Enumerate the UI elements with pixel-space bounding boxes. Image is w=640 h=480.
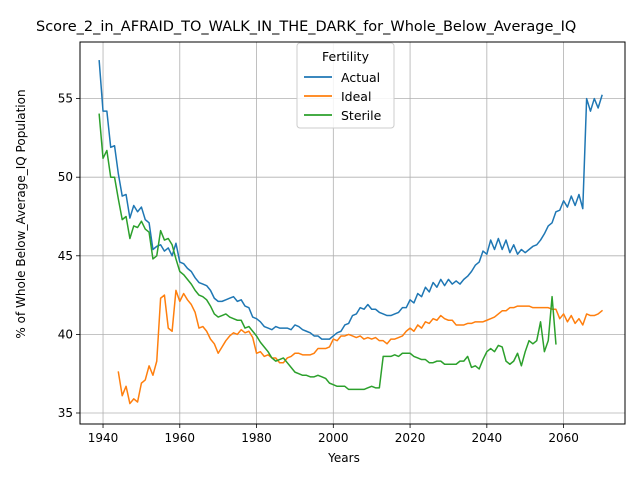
grid: [80, 42, 625, 424]
x-tick-label: 2020: [395, 431, 426, 445]
y-axis-label: % of Whole Below_Average_IQ Population: [14, 89, 28, 338]
x-tick-label: 1960: [165, 431, 196, 445]
chart-title: Score_2_in_AFRAID_TO_WALK_IN_THE_DARK_fo…: [36, 19, 576, 35]
legend-label-sterile: Sterile: [341, 108, 382, 123]
series-lines: [98, 60, 604, 405]
x-axis-label: Years: [327, 451, 360, 465]
legend-label-actual: Actual: [341, 70, 380, 85]
y-tick-label: 45: [58, 249, 73, 263]
x-axis-ticks: 1940 1960 1980 2000 2020 2040 2060: [88, 424, 579, 445]
series-line-sterile: [98, 113, 557, 391]
x-tick-label: 2040: [472, 431, 503, 445]
x-tick-label: 2000: [318, 431, 349, 445]
plot-frame: [79, 41, 626, 425]
y-tick-label: 40: [58, 327, 73, 341]
legend-box: [296, 42, 395, 129]
legend: Fertility Actual Ideal Sterile: [296, 42, 395, 129]
x-tick-label: 1940: [88, 431, 119, 445]
legend-title: Fertility: [322, 49, 370, 64]
series-line-ideal: [117, 289, 604, 405]
series-line-actual: [98, 60, 603, 340]
y-tick-label: 50: [58, 170, 73, 184]
y-tick-label: 35: [58, 406, 73, 420]
y-tick-label: 55: [58, 92, 73, 106]
y-axis-ticks: 35 40 45 50 55: [58, 92, 80, 420]
legend-label-ideal: Ideal: [341, 89, 371, 104]
x-tick-label: 1980: [241, 431, 272, 445]
x-tick-label: 2060: [548, 431, 579, 445]
